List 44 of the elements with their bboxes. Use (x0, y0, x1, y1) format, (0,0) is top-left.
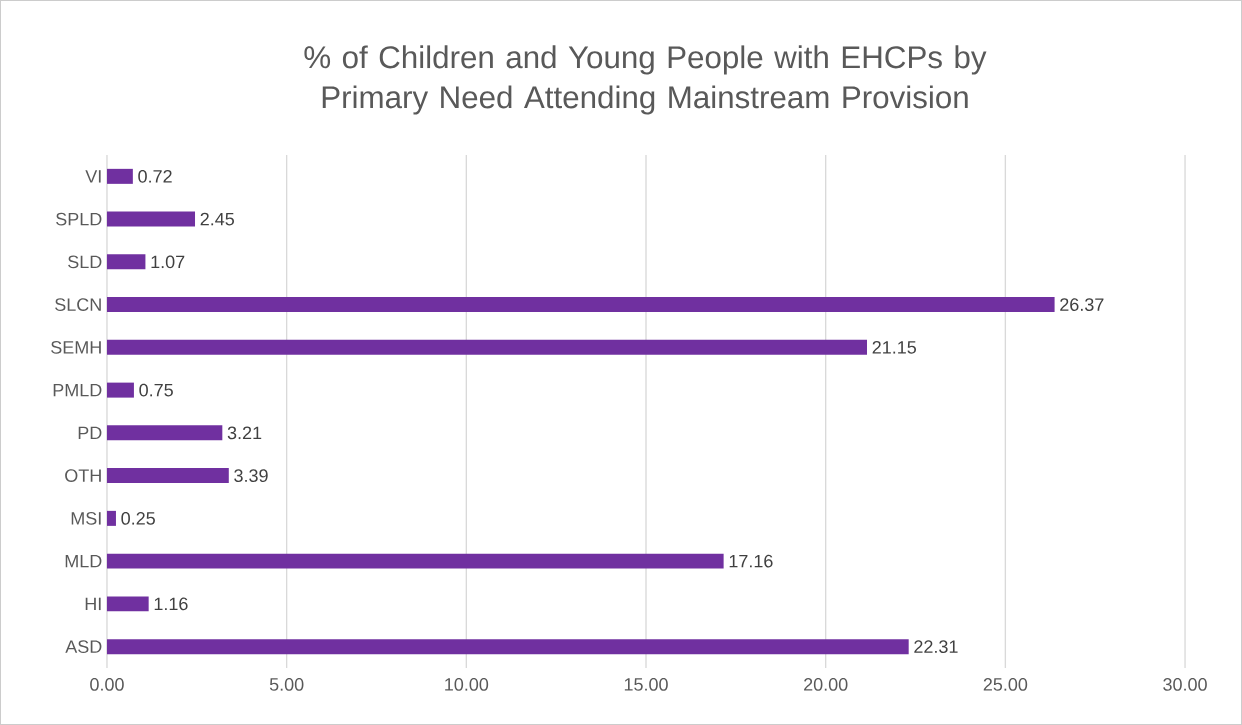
x-tick-label: 30.00 (1163, 678, 1207, 691)
data-label: 1.16 (154, 597, 188, 611)
x-tick-label: 5.00 (269, 678, 304, 691)
bar (106, 425, 223, 441)
data-label: 0.72 (138, 170, 172, 183)
bar (106, 211, 196, 227)
bar (106, 510, 116, 526)
x-tick-label: 10.00 (445, 678, 489, 691)
y-tick-label: SLD (68, 255, 102, 269)
data-label: 22.31 (914, 640, 958, 654)
y-tick-label: PMLD (53, 383, 102, 397)
x-tick-label: 0.00 (90, 678, 124, 691)
y-tick-label: SPLD (56, 212, 102, 226)
bar (106, 382, 134, 398)
bar (106, 254, 146, 270)
bar (106, 468, 229, 484)
data-label: 0.75 (139, 383, 173, 397)
data-label: 1.07 (151, 255, 185, 269)
x-tick-label: 15.00 (624, 678, 668, 691)
y-tick-label: VI (85, 170, 101, 183)
bar (106, 168, 133, 184)
y-tick-label: PD (78, 426, 102, 440)
bar (106, 639, 909, 655)
data-label: 2.45 (200, 212, 235, 226)
data-label: 0.25 (121, 512, 155, 525)
bar (106, 553, 724, 569)
bar (106, 596, 149, 612)
data-label: 21.15 (872, 341, 917, 354)
y-tick-label: MSI (71, 512, 101, 525)
x-tick-label: 20.00 (804, 678, 848, 691)
y-tick-label: SEMH (51, 341, 101, 354)
data-label: 3.39 (234, 469, 268, 482)
x-tick-label: 25.00 (983, 678, 1028, 691)
bar (106, 297, 1055, 313)
data-label: 17.16 (729, 554, 773, 568)
y-tick-label: SLCN (55, 298, 101, 311)
y-tick-label: HI (85, 597, 101, 611)
y-tick-label: MLD (65, 554, 102, 568)
bar (106, 339, 868, 355)
y-tick-label: ASD (65, 640, 102, 654)
y-tick-label: OTH (65, 469, 101, 482)
data-label: 3.21 (227, 426, 262, 440)
chart-title: % of Children and Young People with EHCPs by Primary Need Attending Mainstream Provision (304, 45, 987, 115)
data-label: 26.37 (1060, 298, 1104, 311)
